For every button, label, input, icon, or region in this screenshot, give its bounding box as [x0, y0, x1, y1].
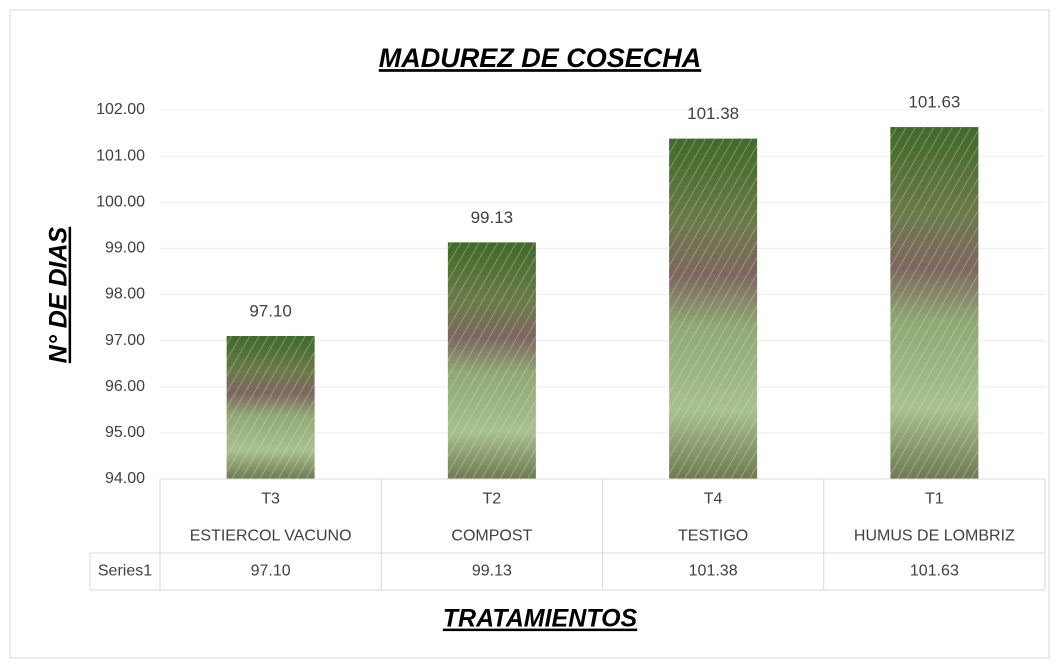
chart-title: MADUREZ DE COSECHA	[379, 43, 702, 73]
y-tick-label: 102.00	[96, 101, 145, 118]
x-group-label: ESTIERCOL VACUNO	[190, 528, 352, 545]
bar-texture	[447, 242, 536, 479]
table-value: 101.63	[910, 563, 959, 580]
bar-texture	[226, 336, 315, 479]
bar-texture	[669, 138, 758, 479]
x-group-label: TESTIGO	[678, 528, 748, 545]
y-tick-label: 100.00	[96, 193, 145, 210]
data-label: 101.63	[908, 93, 960, 112]
y-tick-label: 98.00	[105, 286, 145, 303]
table-value: 101.38	[689, 563, 738, 580]
table-value: 99.13	[472, 563, 512, 580]
y-tick-label: 97.00	[105, 332, 145, 349]
data-label: 97.10	[249, 301, 292, 320]
y-tick-label: 101.00	[96, 147, 145, 164]
y-axis-title: N° DE DIAS	[45, 226, 73, 363]
bar-texture	[890, 127, 979, 479]
data-label: 99.13	[471, 208, 514, 227]
x-tick-label: T3	[261, 491, 280, 508]
x-group-label: HUMUS DE LOMBRIZ	[854, 528, 1015, 545]
x-tick-label: T4	[704, 491, 723, 508]
x-tick-label: T1	[925, 491, 944, 508]
y-tick-label: 94.00	[105, 470, 145, 487]
data-label: 101.38	[687, 104, 739, 123]
x-axis-title: TRATAMIENTOS	[443, 605, 638, 633]
legend-entry: Series1	[98, 563, 152, 580]
y-tick-label: 95.00	[105, 424, 145, 441]
x-group-label: COMPOST	[451, 528, 532, 545]
table-value: 97.10	[251, 563, 291, 580]
y-tick-label: 99.00	[105, 240, 145, 257]
x-tick-label: T2	[483, 491, 502, 508]
y-tick-label: 96.00	[105, 378, 145, 395]
